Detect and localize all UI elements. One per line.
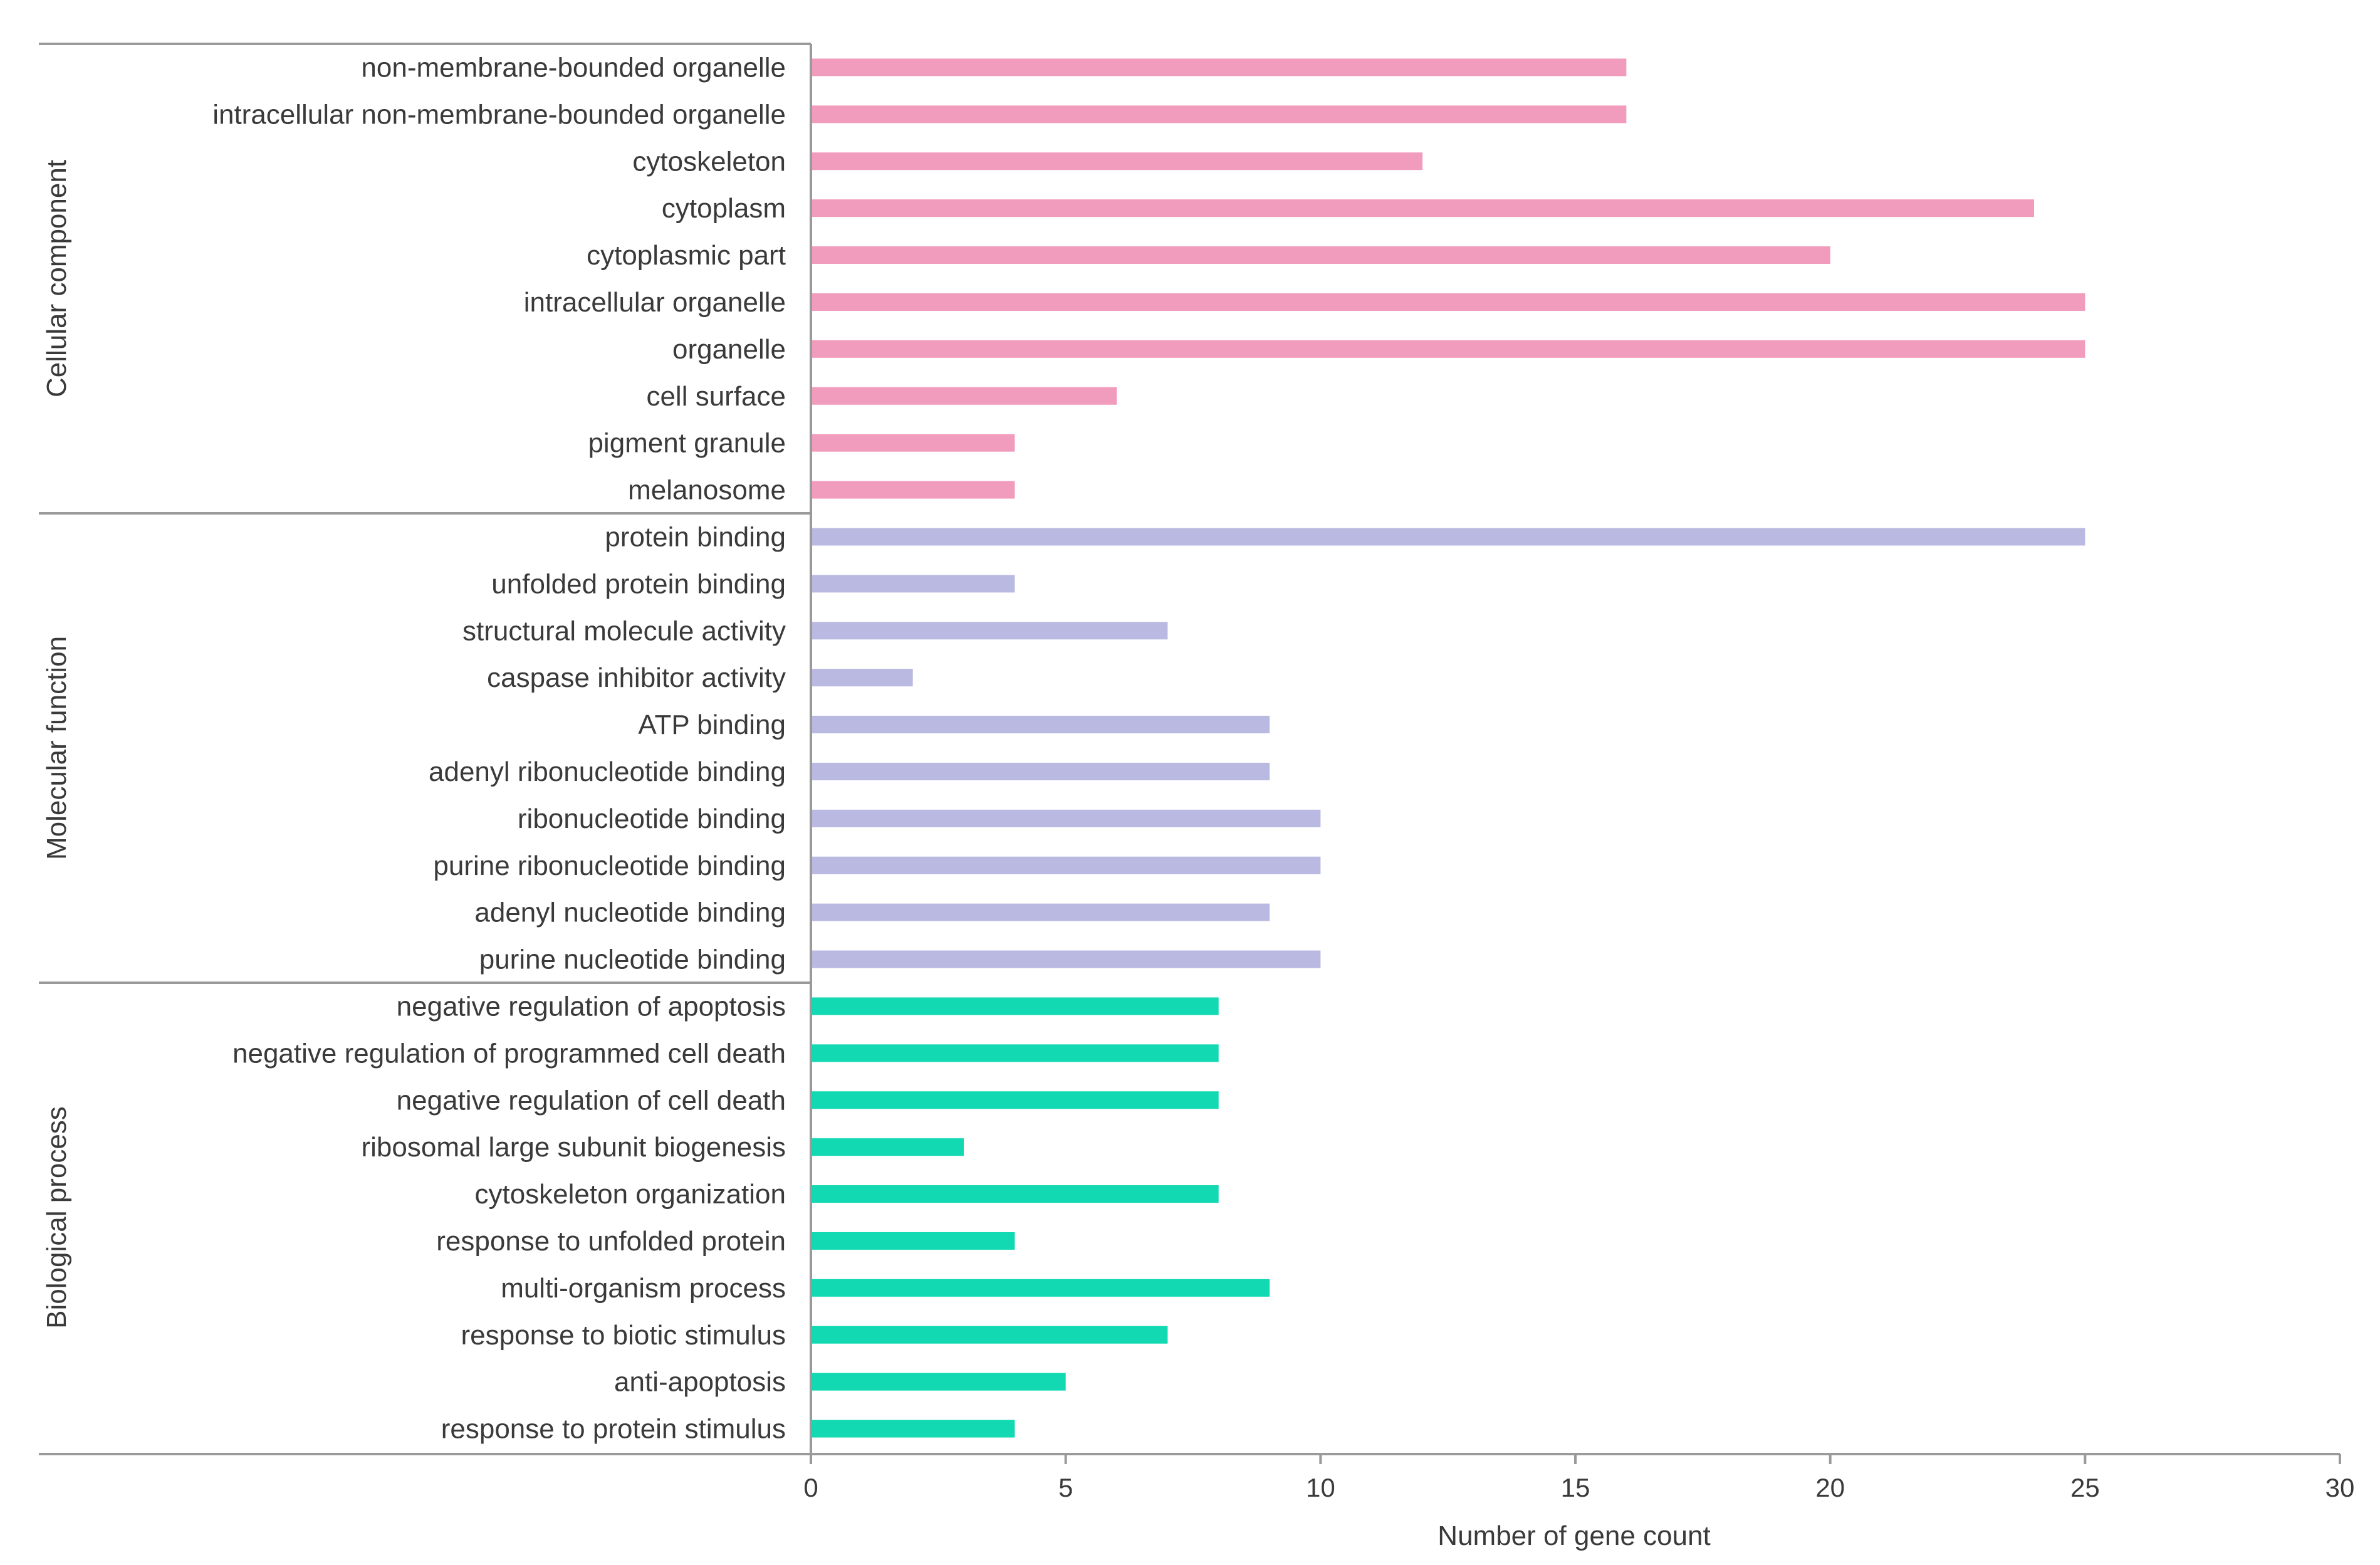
bars-layer (811, 58, 2085, 1438)
category-label: melanosome (628, 475, 786, 506)
category-label: purine ribonucleotide binding (433, 851, 786, 881)
bar-unfolded-protein-binding (811, 575, 1015, 593)
category-label: response to biotic stimulus (461, 1320, 786, 1351)
bar-cytoskeleton (811, 152, 1422, 170)
group-label-cellular-component: Cellular component (41, 160, 72, 397)
bar-negative-regulation-of-programmed-cell-death (811, 1044, 1219, 1062)
x-axis: 0 5 10 15 20 25 30 (39, 44, 2354, 1502)
bar-melanosome (811, 481, 1015, 499)
category-label: intracellular organelle (524, 287, 786, 318)
category-label: pigment granule (588, 428, 786, 459)
x-tick-label: 5 (1058, 1473, 1073, 1502)
bar-ribonucleotide-binding (811, 809, 1321, 827)
bar-atp-binding (811, 716, 1270, 734)
group-label-biological-process: Biological process (41, 1106, 72, 1329)
x-tick-label: 20 (1815, 1473, 1845, 1502)
category-label: protein binding (605, 521, 786, 552)
bar-response-to-protein-stimulus (811, 1420, 1015, 1438)
bar-cytoplasm (811, 199, 2034, 217)
category-label: negative regulation of cell death (397, 1085, 786, 1116)
category-label: non-membrane-bounded organelle (361, 52, 786, 83)
category-label: adenyl ribonucleotide binding (429, 756, 786, 787)
bar-adenyl-nucleotide-binding (811, 903, 1270, 921)
category-label: cytoskeleton (632, 146, 786, 177)
category-label: caspase inhibitor activity (487, 662, 786, 693)
bar-cell-surface (811, 387, 1117, 405)
category-label: cytoskeleton organization (474, 1179, 786, 1210)
bar-anti-apoptosis (811, 1373, 1066, 1391)
category-label: purine nucleotide binding (479, 945, 786, 975)
bar-response-to-biotic-stimulus (811, 1326, 1168, 1344)
category-label: cytoplasmic part (587, 240, 786, 271)
bar-protein-binding (811, 528, 2085, 546)
category-label: negative regulation of apoptosis (397, 991, 786, 1022)
bar-ribosomal-large-subunit-biogenesis (811, 1138, 964, 1156)
bar-negative-regulation-of-cell-death (811, 1091, 1219, 1109)
category-label: response to protein stimulus (441, 1414, 786, 1445)
category-label: response to unfolded protein (436, 1226, 786, 1257)
group-labels: Cellular component Molecular function Biol… (39, 43, 811, 1329)
bar-structural-molecule-activity (811, 622, 1168, 640)
category-label: cell surface (646, 381, 786, 412)
x-tick-label: 15 (1561, 1473, 1590, 1502)
bar-cytoplasmic-part (811, 246, 1830, 264)
category-label: unfolded protein binding (491, 568, 786, 599)
category-label: ribonucleotide binding (518, 803, 786, 834)
group-label-molecular-function: Molecular function (41, 636, 72, 860)
bar-intracellular-non-membrane-bounded-organelle (811, 105, 1627, 123)
category-label: multi-organism process (501, 1273, 786, 1304)
bar-cytoskeleton-organization (811, 1185, 1219, 1203)
bar-purine-ribonucleotide-binding (811, 856, 1321, 874)
x-tick-label: 30 (2325, 1473, 2355, 1502)
category-label: organelle (672, 334, 786, 365)
x-tick-label: 10 (1306, 1473, 1335, 1502)
category-label: ribosomal large subunit biogenesis (361, 1132, 786, 1163)
bar-non-membrane-bounded-organelle (811, 58, 1627, 76)
category-label: adenyl nucleotide binding (474, 898, 786, 928)
category-label: structural molecule activity (462, 615, 786, 646)
bar-organelle (811, 340, 2085, 358)
x-tick-label: 25 (2070, 1473, 2100, 1502)
bar-negative-regulation-of-apoptosis (811, 997, 1219, 1015)
bar-caspase-inhibitor-activity (811, 669, 913, 687)
category-label: intracellular non-membrane-bounded organ… (212, 99, 786, 130)
category-label: ATP binding (638, 709, 786, 740)
bar-purine-nucleotide-binding (811, 950, 1321, 968)
bar-multi-organism-process (811, 1279, 1270, 1297)
bar-adenyl-ribonucleotide-binding (811, 762, 1270, 780)
bar-intracellular-organelle (811, 293, 2085, 311)
category-label: cytoplasm (662, 193, 786, 224)
x-axis-title: Number of gene count (1438, 1521, 1710, 1551)
bar-response-to-unfolded-protein (811, 1232, 1015, 1250)
category-label: negative regulation of programmed cell d… (232, 1038, 786, 1069)
bar-pigment-granule (811, 434, 1015, 452)
x-tick-label: 0 (803, 1473, 818, 1502)
category-label: anti-apoptosis (614, 1367, 786, 1398)
category-labels: non-membrane-bounded organelle intracellu… (212, 52, 786, 1444)
